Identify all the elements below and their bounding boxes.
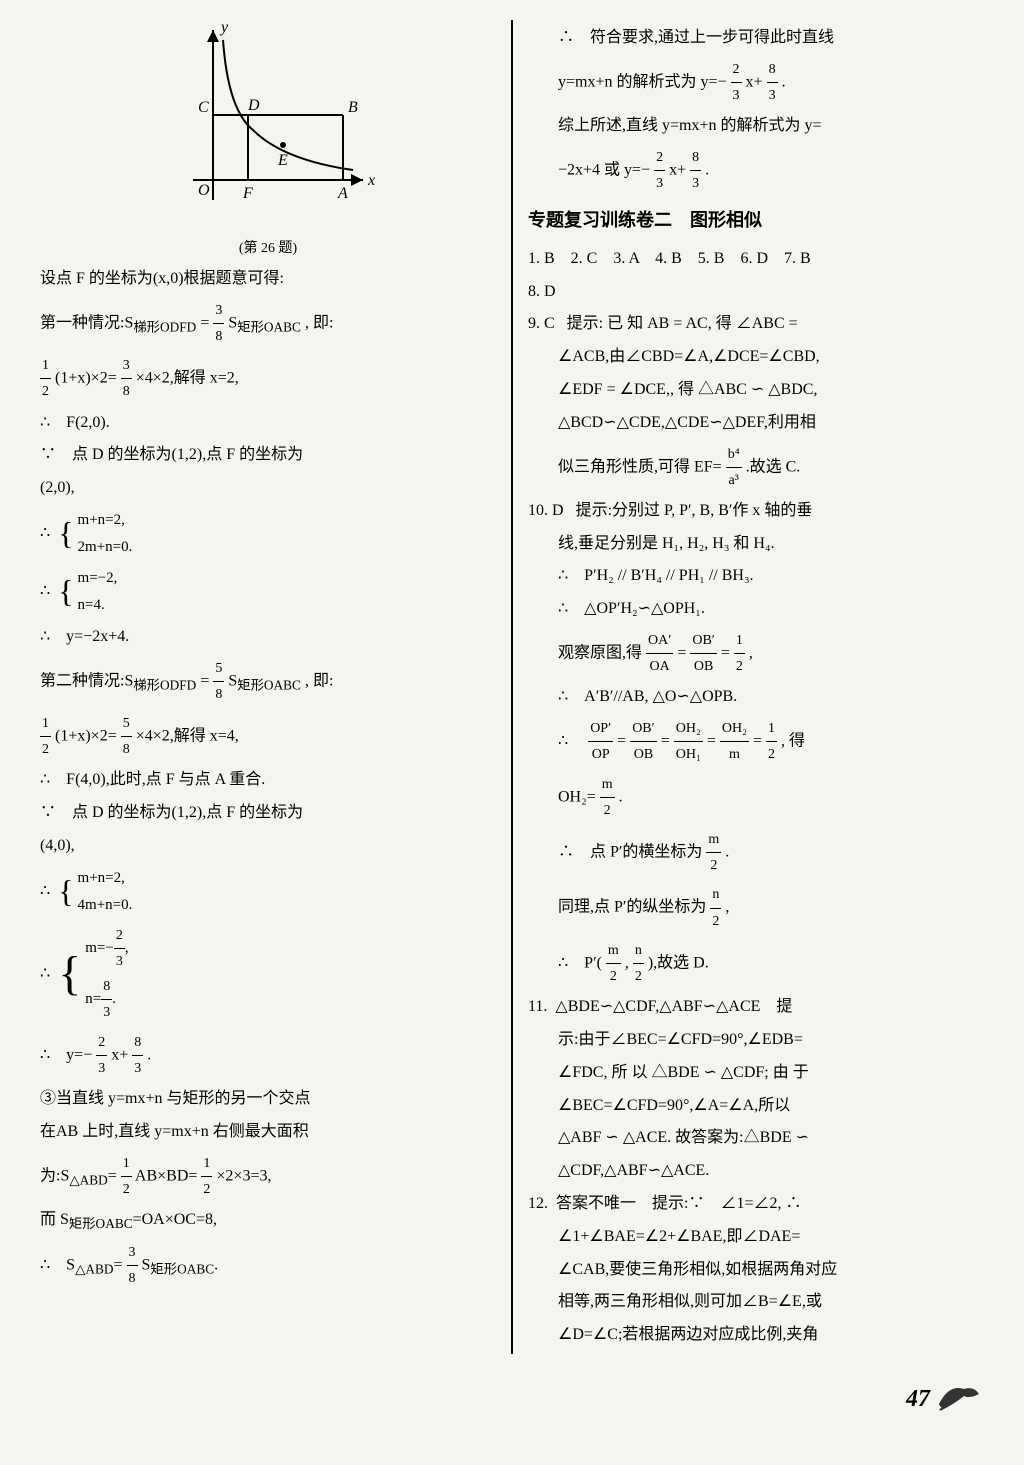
text-line: ∴ { m+n=2,4m+n=0.: [40, 865, 496, 919]
text-line: ∴ OP′OP = OB′OB = OH₂OH₁ = OH₂m = 12 , 得: [528, 716, 984, 767]
text-line: △ABF ∽ △ACE. 故答案为:△BDE ∽: [528, 1124, 984, 1153]
text-line: ∴ P′H₂ // B′H₄ // PH₁ // BH₃.: [528, 562, 984, 591]
left-column: y x O C D B E F A (第 26 题) 设点 F 的坐标为(x,0…: [40, 20, 513, 1354]
text-line: 12. 答案不唯一 提示:∵ ∠1=∠2, ∴: [528, 1190, 984, 1219]
text-line: ∴ S△ABD= 38 S矩形OABC.: [40, 1240, 496, 1291]
text-line: 综上所述,直线 y=mx+n 的解析式为 y=: [528, 112, 984, 141]
text-line: ∠CAB,要使三角形相似,如根据两角对应: [528, 1256, 984, 1285]
text-line: 示:由于∠BEC=∠CFD=90°,∠EDB=: [528, 1026, 984, 1055]
svg-text:O: O: [198, 182, 210, 199]
text-line: 线,垂足分别是 H₁, H₂, H₃ 和 H₄.: [528, 530, 984, 559]
text-line: ∠D=∠C;若根据两边对应成比例,夹角: [528, 1321, 984, 1350]
text-line: △BCD∽△CDE,△CDE∽△DEF,利用相: [528, 409, 984, 438]
svg-text:A: A: [337, 185, 348, 202]
text-line: 为:S△ABD= 12 AB×BD= 12 ×2×3=3,: [40, 1151, 496, 1202]
section-title: 专题复习训练卷二 图形相似: [528, 204, 984, 236]
graph-figure: y x O C D B E F A: [40, 20, 496, 231]
text-line: ∴ A′B′//AB, △O∽△OPB.: [528, 683, 984, 712]
text-line: 12 (1+x)×2= 38 ×4×2,解得 x=2,: [40, 353, 496, 404]
svg-text:B: B: [348, 99, 358, 116]
text-line: ∴ F(4,0),此时,点 F 与点 A 重合.: [40, 766, 496, 795]
text-line: 在AB 上时,直线 y=mx+n 右侧最大面积: [40, 1118, 496, 1147]
text-line: 似三角形性质,可得 EF= b⁴a³ .故选 C.: [528, 442, 984, 493]
text-line: ∠ACB,由∠CBD=∠A,∠DCE=∠CBD,: [528, 343, 984, 372]
text-line: −2x+4 或 y=− 23 x+ 83 .: [528, 145, 984, 196]
text-line: ∠FDC, 所 以 △BDE ∽ △CDF; 由 于: [528, 1059, 984, 1088]
page-footer: 47: [40, 1374, 984, 1425]
text-line: ∠BEC=∠CFD=90°,∠A=∠A,所以: [528, 1092, 984, 1121]
text-line: 10. D 提示:分别过 P, P′, B, B′作 x 轴的垂: [528, 497, 984, 526]
text-line: y=mx+n 的解析式为 y=− 23 x+ 83 .: [528, 57, 984, 108]
graph-caption: (第 26 题): [40, 236, 496, 261]
text-line: 而 S矩形OABC=OA×OC=8,: [40, 1206, 496, 1236]
text-line: OH₂= m2 .: [528, 772, 984, 823]
dolphin-icon: [934, 1374, 984, 1425]
svg-text:x: x: [367, 172, 375, 189]
text-line: ∴ P′( m2 , n2 ),故选 D.: [528, 938, 984, 989]
text-line: ∴ y=− 23 x+ 83 .: [40, 1030, 496, 1081]
text-line: ∴ △OP′H₂∽△OPH₁.: [528, 595, 984, 624]
text-line: 12 (1+x)×2= 58 ×4×2,解得 x=4,: [40, 711, 496, 762]
text-line: ∴ 点 P′的横坐标为 m2 .: [528, 827, 984, 878]
text-line: ∵ 点 D 的坐标为(1,2),点 F 的坐标为: [40, 441, 496, 470]
svg-text:E: E: [277, 152, 288, 169]
text-line: ∴ { m=−2,n=4.: [40, 565, 496, 619]
text-line: ∵ 点 D 的坐标为(1,2),点 F 的坐标为: [40, 799, 496, 828]
text-line: ∴ 符合要求,通过上一步可得此时直线: [528, 24, 984, 53]
text-line: 观察原图,得 OA′OA = OB′OB = 12 ,: [528, 628, 984, 679]
text-line: ∴ { m=−23, n=83.: [40, 923, 496, 1026]
svg-text:y: y: [219, 20, 229, 36]
text-line: ∴ y=−2x+4.: [40, 623, 496, 652]
text-line: 相等,两三角形相似,则可加∠B=∠E,或: [528, 1288, 984, 1317]
text-line: ③当直线 y=mx+n 与矩形的另一个交点: [40, 1085, 496, 1114]
page-number: 47: [906, 1378, 930, 1421]
text-line: (2,0),: [40, 474, 496, 503]
text-line: ∴ { m+n=2,2m+n=0.: [40, 507, 496, 561]
svg-text:D: D: [247, 97, 260, 114]
svg-text:C: C: [198, 99, 209, 116]
answer-row: 8. D: [528, 278, 984, 307]
text-line: △CDF,△ABF∽△ACE.: [528, 1157, 984, 1186]
text-line: ∠1+∠BAE=∠2+∠BAE,即∠DAE=: [528, 1223, 984, 1252]
text-line: (4,0),: [40, 832, 496, 861]
text-line: 9. C 提示: 已 知 AB = AC, 得 ∠ABC =: [528, 310, 984, 339]
text-line: 第二种情况:S梯形ODFD = 58 S矩形OABC , 即:: [40, 656, 496, 707]
svg-text:F: F: [242, 185, 253, 202]
right-column: ∴ 符合要求,通过上一步可得此时直线 y=mx+n 的解析式为 y=− 23 x…: [513, 20, 984, 1354]
text-line: 同理,点 P′的纵坐标为 n2 ,: [528, 882, 984, 933]
text-line: 11. △BDE∽△CDF,△ABF∽△ACE 提: [528, 993, 984, 1022]
text-line: ∠EDF = ∠DCE,, 得 △ABC ∽ △BDC,: [528, 376, 984, 405]
answer-row: 1. B 2. C 3. A 4. B 5. B 6. D 7. B: [528, 245, 984, 274]
text-line: 设点 F 的坐标为(x,0)根据题意可得:: [40, 265, 496, 294]
text-line: ∴ F(2,0).: [40, 409, 496, 438]
text-line: 第一种情况:S梯形ODFD = 38 S矩形OABC , 即:: [40, 298, 496, 349]
